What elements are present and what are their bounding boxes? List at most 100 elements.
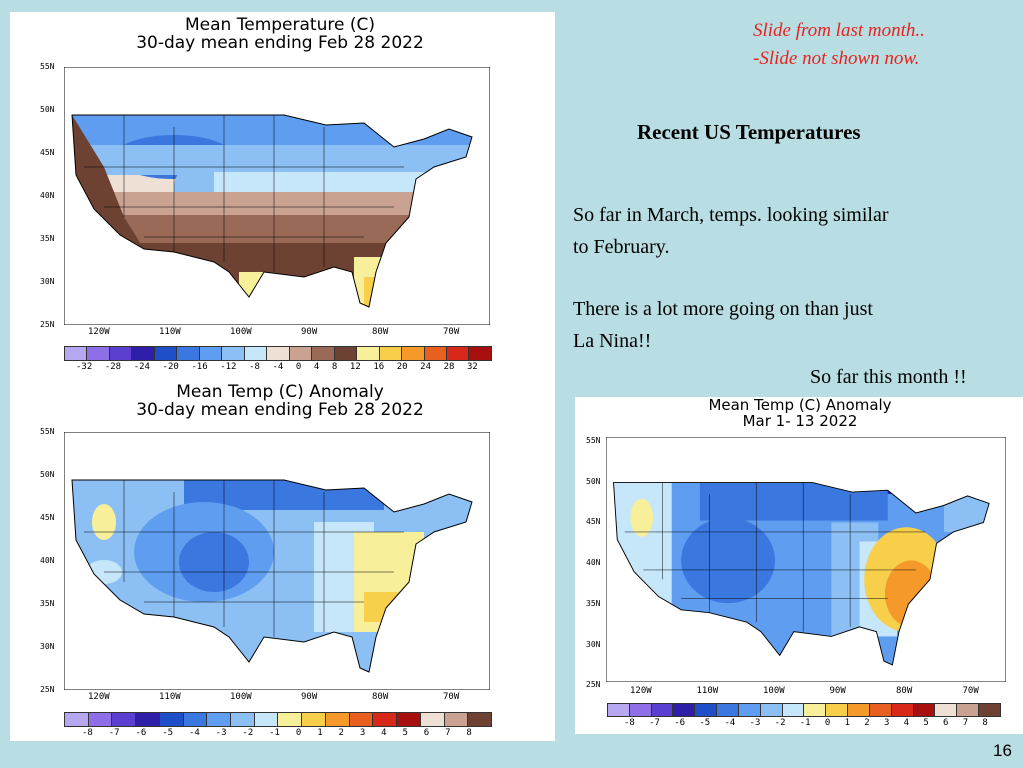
- legend-label: 28: [443, 362, 455, 372]
- anomaly-mar-title-line2: Mar 1- 13 2022: [742, 411, 858, 430]
- legend-swatch: [424, 347, 447, 360]
- legend-swatch: [651, 704, 674, 716]
- longitude-label: 80W: [896, 686, 913, 696]
- latitude-label: 55N: [40, 427, 55, 436]
- paragraph-la-nina-line1: There is a lot more going on than just: [573, 298, 873, 320]
- longitude-label: 90W: [301, 692, 318, 702]
- legend-swatch: [65, 713, 89, 726]
- legend-swatch: [159, 713, 184, 726]
- longitude-label: 120W: [88, 692, 110, 702]
- mean-temp-legend: [64, 346, 492, 361]
- anomaly-mar-legend-labels: -8 -7 -6 -5 -4 -3 -2 -1 0 1 2 3 4 5 6 7 8: [624, 718, 988, 728]
- legend-swatch: [935, 704, 958, 716]
- legend-label: 0: [824, 718, 831, 728]
- legend-label: -3: [215, 728, 227, 738]
- mean-temp-title: Mean Temperature (C) 30-day mean ending …: [60, 15, 500, 53]
- legend-label: -7: [649, 718, 660, 728]
- legend-swatch: [132, 347, 155, 360]
- legend-label: -1: [269, 728, 280, 738]
- latitude-label: 35N: [40, 234, 55, 243]
- legend-label: 24: [420, 362, 432, 372]
- longitude-label: 70W: [443, 327, 460, 337]
- legend-swatch: [154, 347, 178, 360]
- longitude-label: 80W: [372, 692, 389, 702]
- slide-note-line1: Slide from last month..: [753, 20, 925, 41]
- legend-swatch: [444, 713, 469, 726]
- legend-label: -16: [191, 362, 208, 372]
- latitude-label: 25N: [586, 680, 601, 690]
- legend-swatch: [312, 347, 335, 360]
- legend-label: -20: [162, 362, 179, 372]
- longitude-label: 90W: [829, 686, 846, 696]
- legend-swatch: [760, 704, 783, 716]
- legend-swatch: [357, 347, 380, 360]
- legend-swatch: [373, 713, 398, 726]
- anomaly-feb-legend: [64, 712, 492, 727]
- legend-swatch: [446, 347, 470, 360]
- legend-swatch: [717, 704, 739, 716]
- legend-swatch: [629, 704, 652, 716]
- latitude-label: 50N: [586, 476, 601, 486]
- anomaly-mar-title-line1: Mean Temp (C) Anomaly: [708, 396, 892, 414]
- legend-swatch: [199, 347, 223, 360]
- legend-swatch: [913, 704, 936, 716]
- latitude-label: 45N: [40, 148, 55, 157]
- anomaly-feb-title-line2: 30-day mean ending Feb 28 2022: [136, 399, 424, 420]
- legend-label: -5: [162, 728, 174, 738]
- mean-temp-map: [64, 67, 490, 325]
- legend-swatch: [231, 713, 255, 726]
- legend-label: -1: [799, 718, 811, 728]
- legend-swatch: [397, 713, 421, 726]
- legend-label: 6: [943, 718, 949, 728]
- legend-swatch: [608, 704, 630, 716]
- legend-swatch: [222, 347, 245, 360]
- latitude-label: 45N: [40, 513, 55, 522]
- anomaly-feb-legend-labels: -8 -7 -6 -5 -4 -3 -2 -1 0 1 2 3 4 5 6 7 8: [82, 728, 472, 738]
- legend-swatch: [420, 713, 445, 726]
- latitude-label: 40N: [40, 556, 55, 565]
- legend-label: -8: [249, 362, 260, 372]
- anomaly-mar-legend: [607, 703, 1001, 717]
- longitude-label: 110W: [159, 692, 181, 702]
- legend-label: 2: [864, 718, 870, 728]
- mean-temp-title-line2: 30-day mean ending Feb 28 2022: [136, 32, 424, 53]
- legend-swatch: [244, 347, 268, 360]
- legend-label: -7: [108, 728, 120, 738]
- legend-label: 4: [313, 362, 320, 372]
- latitude-label: 50N: [40, 105, 55, 114]
- page-title: Recent US Temperatures: [637, 120, 861, 144]
- legend-label: 16: [373, 362, 385, 372]
- page-number: 16: [993, 741, 1012, 760]
- mean-temp-title-line1: Mean Temperature (C): [185, 15, 375, 35]
- legend-swatch: [65, 347, 88, 360]
- legend-label: -4: [188, 728, 200, 738]
- legend-swatch: [402, 347, 425, 360]
- slide-note-line2: -Slide not shown now.: [753, 48, 920, 69]
- legend-label: -12: [220, 362, 237, 372]
- legend-label: 20: [396, 362, 408, 372]
- legend-swatch: [673, 704, 696, 716]
- legend-label: 32: [467, 362, 478, 372]
- legend-label: 0: [295, 728, 302, 738]
- longitude-label: 120W: [630, 686, 652, 696]
- legend-swatch: [289, 347, 313, 360]
- paragraph-march-line1: So far in March, temps. looking similar: [573, 204, 889, 226]
- legend-swatch: [267, 347, 290, 360]
- legend-swatch: [183, 713, 208, 726]
- legend-label: -8: [82, 728, 93, 738]
- legend-swatch: [979, 704, 1000, 716]
- legend-label: 3: [359, 728, 366, 738]
- longitude-label: 100W: [230, 327, 252, 337]
- legend-label: 6: [423, 728, 430, 738]
- legend-swatch: [349, 713, 374, 726]
- legend-label: -4: [272, 362, 284, 372]
- legend-label: 12: [349, 362, 361, 372]
- legend-label: 3: [883, 718, 890, 728]
- legend-swatch: [738, 704, 761, 716]
- paragraph-march-line2: to February.: [573, 236, 670, 258]
- legend-label: -6: [135, 728, 147, 738]
- legend-label: 2: [338, 728, 344, 738]
- longitude-label: 110W: [696, 686, 719, 696]
- latitude-label: 30N: [40, 277, 55, 286]
- latitude-label: 30N: [40, 642, 55, 651]
